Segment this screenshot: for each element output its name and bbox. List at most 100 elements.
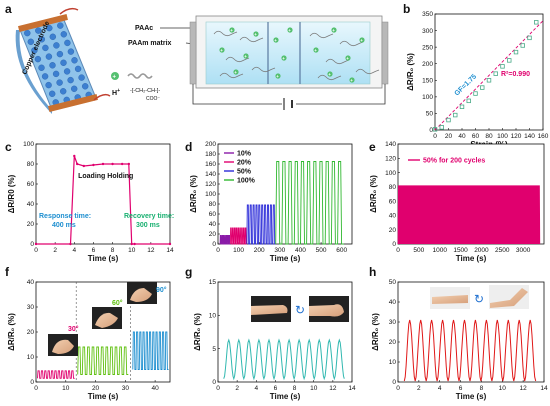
angle-label-90: 90°	[156, 286, 167, 294]
x-tick-label: 2	[417, 385, 421, 392]
y-tick-label: 60	[27, 181, 35, 188]
response-time-value: 400 ms	[52, 222, 76, 229]
hydrogel-pore	[67, 76, 74, 84]
x-tick-label: 0	[433, 133, 437, 140]
series-line	[397, 185, 541, 245]
plot-frame	[434, 13, 544, 131]
x-tick-label: 10	[62, 385, 70, 392]
data-point	[459, 104, 465, 109]
polymer-chain	[325, 58, 350, 65]
hydrogel-pore	[34, 55, 42, 63]
y-tick-label: 40	[27, 201, 35, 208]
x-tick-label: 20	[92, 385, 100, 392]
y-tick-label: 140	[385, 141, 396, 148]
y-tick-label: 10	[209, 313, 217, 320]
hydrogel-pore	[63, 68, 71, 75]
x-tick-label: 200	[254, 247, 265, 254]
x-tick-label: 120	[511, 133, 522, 140]
y-tick-label: 0	[30, 241, 34, 248]
data-point	[534, 20, 539, 25]
wire-top	[59, 7, 79, 15]
h-ion-sign: +	[274, 38, 277, 43]
hydrogel-pore	[56, 79, 63, 86]
x-axis-label: Time (s)	[456, 392, 487, 401]
panel-label-c: c	[5, 140, 12, 154]
x-tick-label: 8	[111, 247, 115, 254]
h-ion-sign: +	[230, 28, 233, 33]
hydrogel-pore	[60, 31, 67, 38]
hand-photo-90	[127, 282, 157, 304]
h-ion-sign: +	[328, 72, 331, 77]
panel-label-a: a	[5, 2, 12, 16]
y-tick-label: 0	[212, 379, 216, 386]
h-ion-sign: +	[276, 74, 279, 79]
y-tick-label: 60	[209, 211, 217, 218]
x-tick-label: 4	[438, 385, 442, 392]
copper-electrode-bottom	[48, 94, 98, 112]
h-ion-sign: +	[346, 56, 349, 61]
h-ion	[275, 73, 281, 79]
y-tick-label: 350	[422, 11, 433, 18]
legend-label: 100%	[237, 178, 256, 185]
x-tick-label: 6	[92, 247, 96, 254]
panel-label-d: d	[185, 140, 192, 154]
y-tick-label: 180	[205, 151, 216, 158]
polymer-chain	[225, 56, 250, 63]
hydrogel-pore	[31, 47, 38, 54]
series-line	[77, 346, 129, 375]
x-tick-label: 12	[329, 385, 337, 392]
y-tick-label: 20	[389, 227, 397, 234]
data-point	[130, 242, 133, 246]
y-axis-label: ΔR/R₀ (%)	[369, 175, 378, 213]
data-point	[493, 71, 498, 76]
y-tick-label: 50	[389, 279, 397, 286]
legend-label: 50%	[237, 169, 252, 176]
panel-label-e: e	[369, 140, 376, 154]
copper-electrode-top	[18, 14, 68, 32]
x-tick-label: 6	[274, 385, 278, 392]
hydrogel-pore	[71, 57, 78, 64]
panel-label-g: g	[185, 265, 192, 279]
swap-icon-g: ↻	[295, 303, 305, 317]
panel-g: g 0 2 4 6 8 10 12 14 0 5 10 15 Time (s) ΔR/R₀ (%) ↻	[185, 265, 356, 401]
data-point	[432, 127, 438, 132]
y-tick-label: 100	[385, 170, 396, 177]
data-point	[73, 154, 76, 158]
y-tick-label: 10	[27, 354, 35, 361]
legend-label: 10%	[237, 151, 252, 158]
legend-label: 50% for 200 cycles	[423, 158, 485, 165]
y-tick-label: 5	[212, 346, 216, 353]
h-ion	[327, 71, 333, 77]
r2-annotation: R²=0.990	[501, 71, 530, 78]
x-tick-label: 2	[53, 247, 57, 254]
x-tick-label: 0	[396, 247, 400, 254]
hydrogel-pore	[24, 29, 31, 37]
y-tick-label: 100	[422, 94, 433, 101]
series-line	[403, 319, 537, 382]
series-line	[229, 227, 247, 245]
y-axis-label: ΔR/R₀ (%)	[371, 313, 380, 351]
y-tick-label: 250	[422, 44, 433, 51]
series-line	[219, 235, 231, 245]
series-line	[132, 331, 169, 370]
x-tick-label: 500	[316, 247, 327, 254]
x-tick-label: 2	[235, 385, 239, 392]
y-tick-label: 50	[426, 111, 434, 118]
y-tick-label: 15	[209, 279, 217, 286]
h-ion	[331, 27, 337, 33]
data-point	[92, 163, 95, 167]
y-tick-label: 30	[389, 319, 397, 326]
data-point	[111, 162, 114, 166]
data-point	[120, 162, 124, 166]
h-ion-sign: +	[314, 48, 317, 53]
h-ion-sign: +	[332, 28, 335, 33]
hydrogel-pore	[74, 65, 82, 73]
y-tick-label: 0	[30, 379, 34, 386]
y-tick-label: 160	[205, 161, 216, 168]
y-tick-label: 100	[23, 141, 34, 148]
data-point	[69, 242, 72, 246]
formula-bottom: COO⁻	[146, 96, 160, 102]
data-point	[466, 98, 471, 104]
y-axis-label: ΔR/R₀ (%)	[193, 313, 202, 351]
data-point	[527, 35, 532, 41]
